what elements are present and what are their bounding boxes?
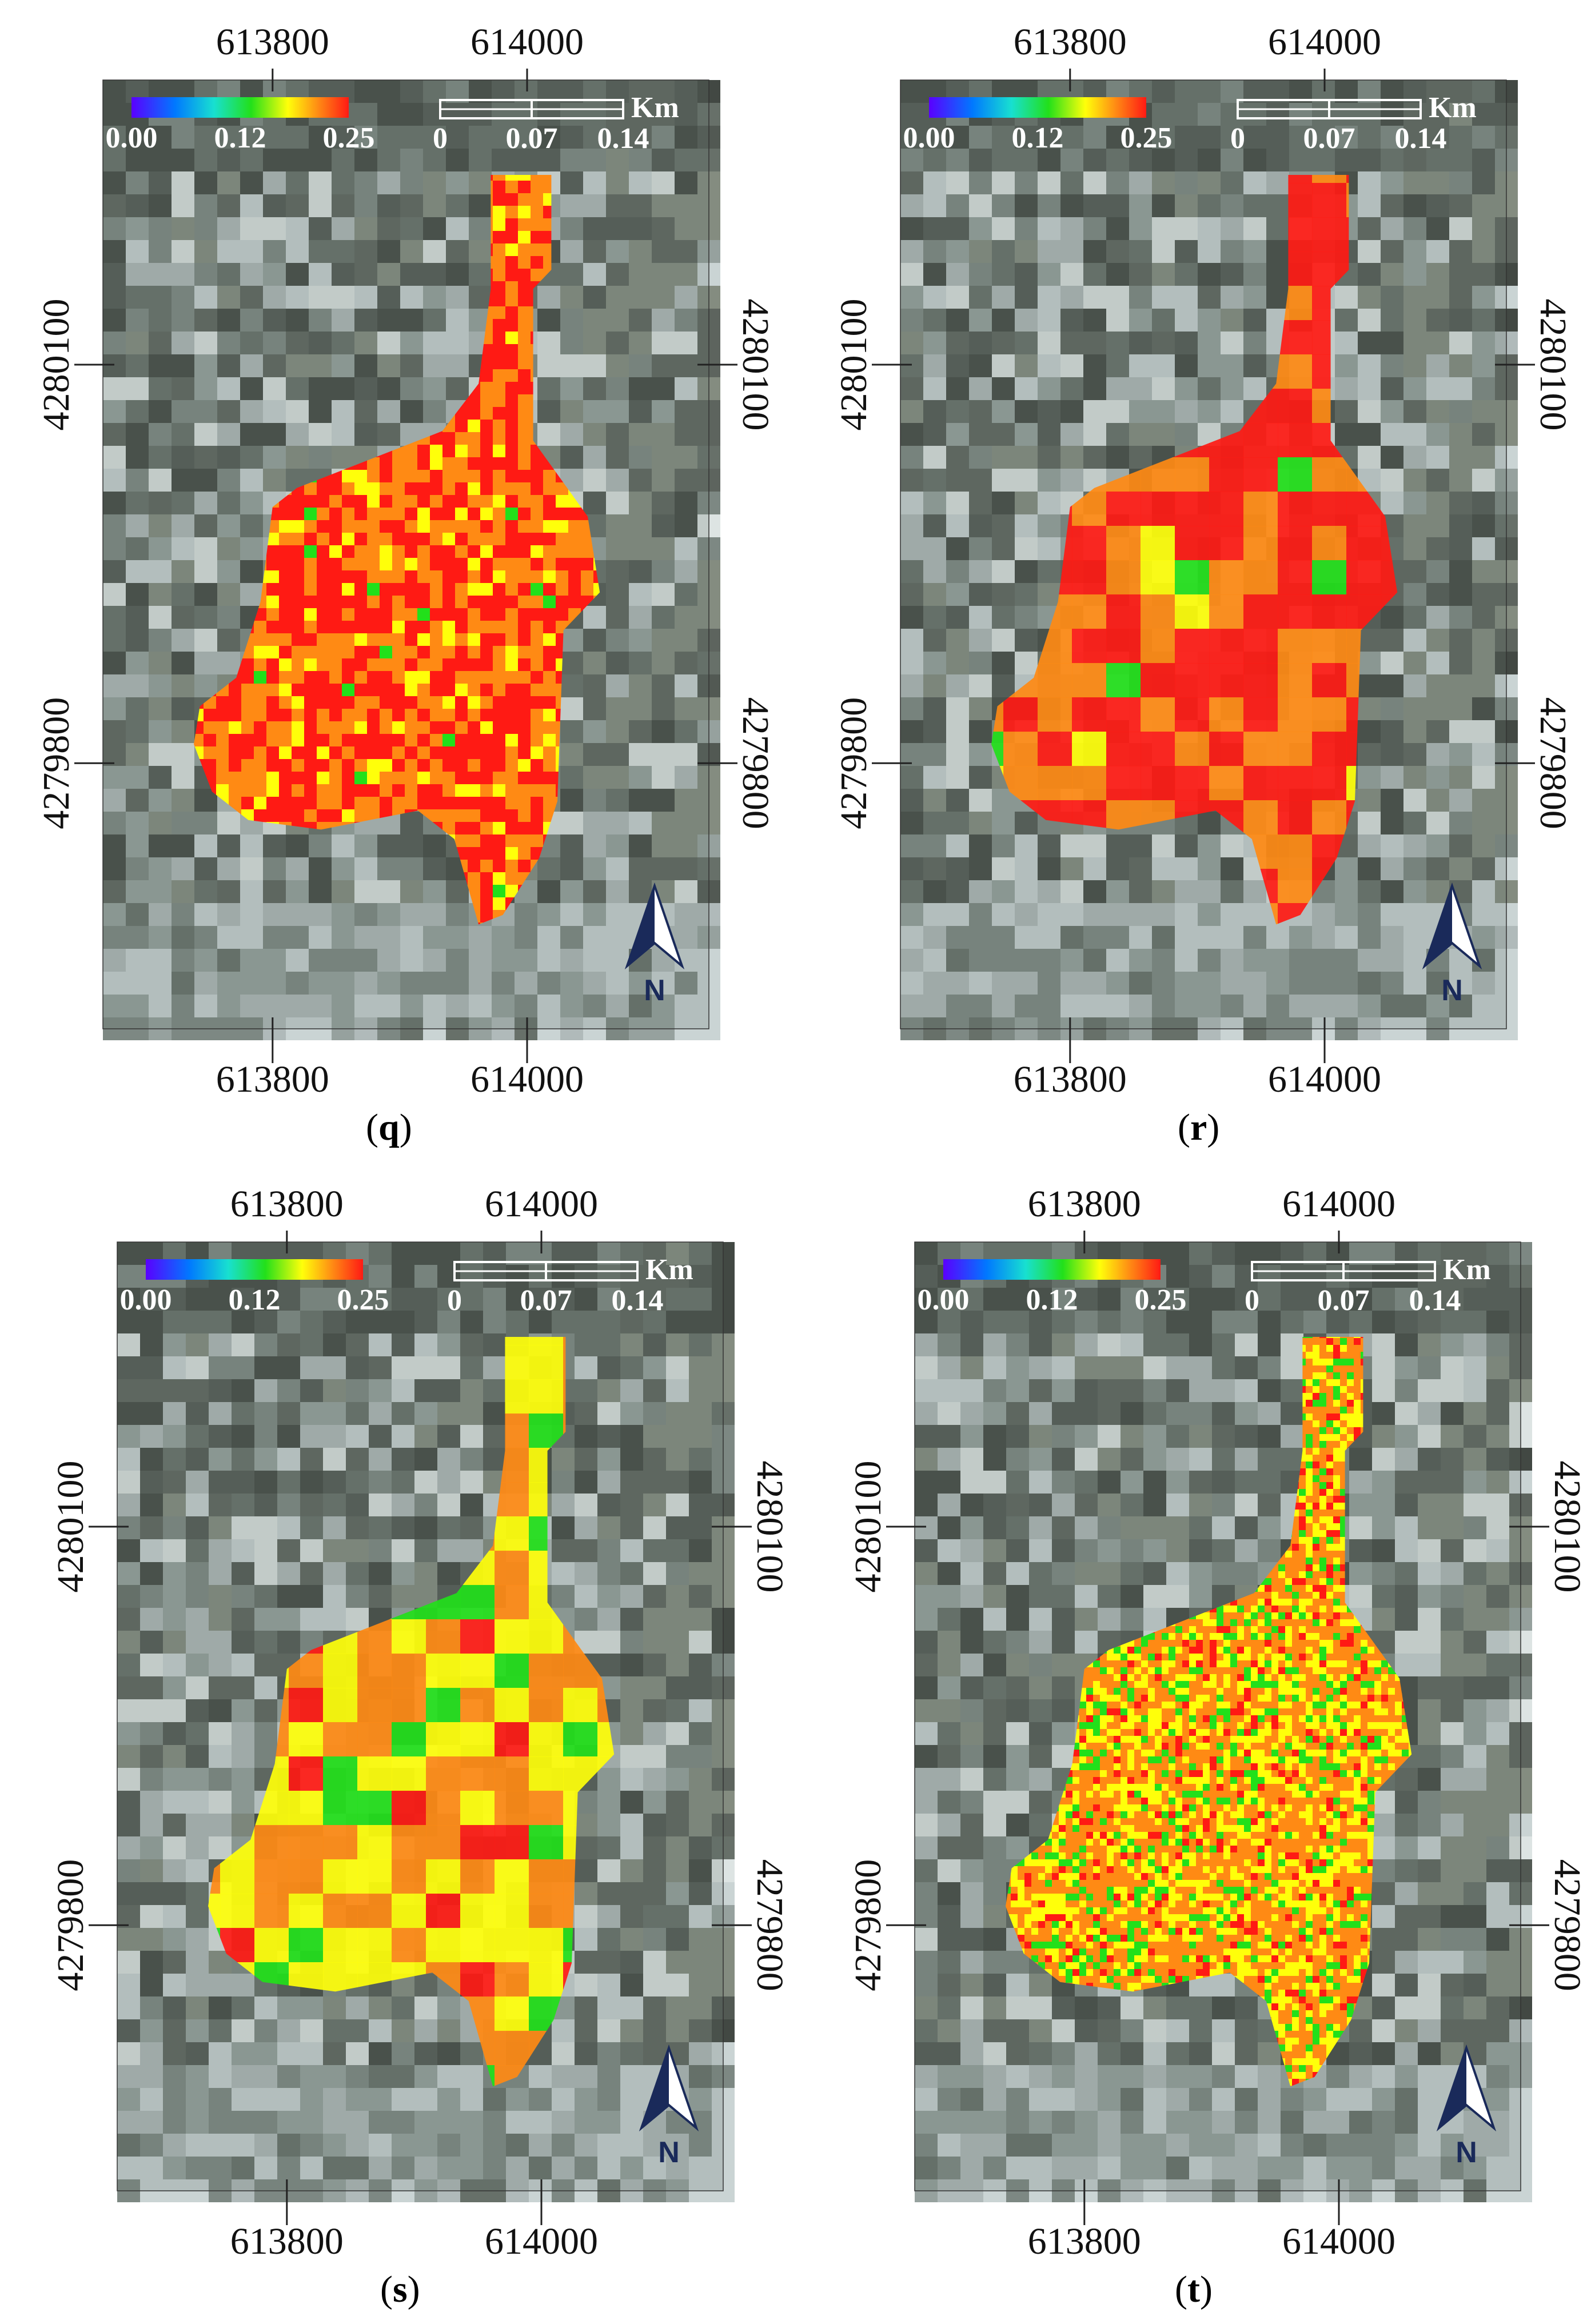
map-figure-q: 613800 613800 614000 614000 4280100 4280100 42… (35, 21, 776, 1100)
north-arrow-icon: N (1422, 882, 1482, 1007)
y-tick-label-right: 4280100 (735, 299, 776, 431)
colorbar-label: 0.12 (214, 122, 266, 154)
y-tick-label-right: 4280100 (749, 1461, 791, 1593)
caption-q: (q) (366, 1106, 412, 1149)
y-tick-label-right: 4279800 (735, 697, 776, 829)
caption-r: (r) (1178, 1106, 1219, 1149)
scalebar-label: 0.14 (612, 1284, 664, 1317)
y-tick-label-right: 4280100 (1546, 1461, 1588, 1593)
x-tick-label-bottom: 613800 (1028, 2221, 1141, 2262)
scalebar-label: 0 (447, 1284, 462, 1317)
x-tick-label-top: 613800 (1028, 1183, 1141, 1225)
y-tick-label-left: 4279800 (833, 697, 875, 829)
colorbar-label: 0.25 (323, 122, 375, 154)
x-tick-label-top: 613800 (216, 21, 329, 63)
scalebar-label: 0 (433, 122, 448, 155)
map-frame (102, 79, 709, 1029)
y-tick-label-right: 4279800 (1532, 697, 1574, 829)
map-frame (900, 79, 1507, 1029)
x-tick-label-bottom: 614000 (1268, 1059, 1381, 1100)
scalebar-label: 0.14 (1409, 1284, 1461, 1317)
north-label: N (658, 2136, 680, 2169)
y-tick-label-left: 4280100 (847, 1461, 889, 1593)
north-label: N (1456, 2136, 1477, 2169)
y-tick-label-left: 4279800 (35, 697, 77, 829)
y-tick-label-left: 4279800 (50, 1859, 91, 1991)
x-tick-label-bottom: 613800 (216, 1059, 329, 1100)
y-tick-label-right: 4280100 (1532, 299, 1574, 431)
scalebar-unit: Km (1429, 91, 1477, 124)
scalebar-unit: Km (631, 91, 679, 124)
x-tick-label-bottom: 613800 (1014, 1059, 1127, 1100)
north-arrow-icon: N (639, 2044, 699, 2169)
scalebar-label: 0.14 (1395, 122, 1447, 155)
x-tick-label-top: 614000 (1282, 1183, 1395, 1225)
north-arrow-icon: N (624, 882, 685, 1007)
y-tick-label-left: 4280100 (35, 299, 77, 431)
colorbar-label: 0.12 (229, 1284, 281, 1316)
scalebar-label: 0 (1230, 122, 1245, 155)
x-tick-label-top: 614000 (485, 1183, 598, 1225)
map-panel-t: 613800 613800 614000 614000 4280100 4280100 42… (798, 1162, 1595, 2324)
y-tick-label-left: 4280100 (833, 299, 875, 431)
colorbar (146, 1259, 363, 1280)
scalebar-label: 0 (1245, 1284, 1259, 1317)
colorbar (929, 97, 1146, 118)
map-panel-s: 613800 613800 614000 614000 4280100 4280100 42… (0, 1162, 798, 2324)
y-tick-label-right: 4279800 (749, 1859, 791, 1991)
x-tick-label-top: 614000 (470, 21, 584, 63)
colorbar-label: 0.25 (1121, 122, 1173, 154)
y-tick-label-right: 4279800 (1546, 1859, 1588, 1991)
caption-t: (t) (1175, 2268, 1213, 2311)
north-arrow-icon: N (1436, 2044, 1497, 2169)
scalebar-label: 0.07 (1318, 1284, 1370, 1317)
scalebar-unit: Km (645, 1253, 693, 1286)
x-tick-label-top: 614000 (1268, 21, 1381, 63)
map-panel-q: 613800 613800 614000 614000 4280100 4280100 42… (0, 0, 798, 1162)
y-tick-label-left: 4280100 (50, 1461, 91, 1593)
colorbar-label: 0.25 (337, 1284, 389, 1316)
x-tick-label-bottom: 614000 (485, 2221, 598, 2262)
colorbar-label: 0.12 (1012, 122, 1064, 154)
x-tick-label-top: 613800 (1014, 21, 1127, 63)
x-tick-label-bottom: 614000 (470, 1059, 584, 1100)
scalebar-label: 0.07 (506, 122, 558, 155)
colorbar-label: 0.25 (1135, 1284, 1187, 1316)
colorbar-label: 0.00 (918, 1284, 970, 1316)
colorbar-label: 0.00 (120, 1284, 172, 1316)
x-tick-label-bottom: 614000 (1282, 2221, 1395, 2262)
x-tick-label-bottom: 613800 (230, 2221, 344, 2262)
scalebar-label: 0.07 (1303, 122, 1355, 155)
map-figure-s: 613800 613800 614000 614000 4280100 4280100 42… (50, 1183, 791, 2262)
map-panel-r: 613800 613800 614000 614000 4280100 4280100 42… (798, 0, 1595, 1162)
colorbar-label: 0.00 (106, 122, 158, 154)
caption-s: (s) (380, 2268, 420, 2311)
map-figure-r: 613800 613800 614000 614000 4280100 4280100 42… (833, 21, 1574, 1100)
scalebar-label: 0.14 (597, 122, 649, 155)
map-frame (117, 1241, 724, 2191)
y-tick-label-left: 4279800 (847, 1859, 889, 1991)
colorbar (131, 97, 349, 118)
scalebar-label: 0.07 (520, 1284, 572, 1317)
x-tick-label-top: 613800 (230, 1183, 344, 1225)
colorbar (943, 1259, 1161, 1280)
colorbar-label: 0.00 (903, 122, 955, 154)
map-frame (914, 1241, 1521, 2191)
north-label: N (1441, 974, 1463, 1007)
colorbar-label: 0.12 (1026, 1284, 1078, 1316)
scalebar-unit: Km (1443, 1253, 1491, 1286)
north-label: N (644, 974, 665, 1007)
map-figure-t: 613800 613800 614000 614000 4280100 4280100 42… (847, 1183, 1588, 2262)
